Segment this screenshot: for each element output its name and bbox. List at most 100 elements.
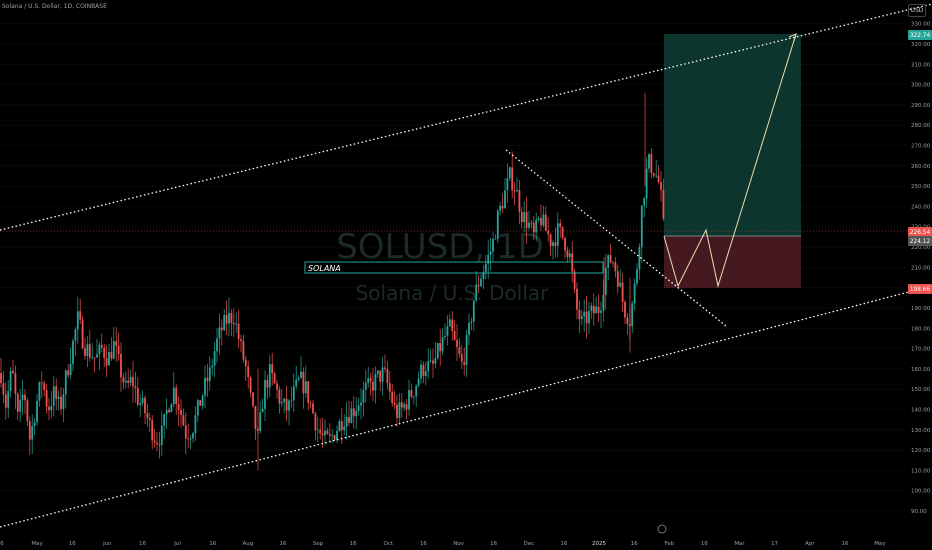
candle-body [50,405,53,411]
candle-body [122,377,125,383]
price-tick-label: 220.00 [911,245,931,251]
time-tick-label: 16 [560,541,567,547]
candle-body [566,250,569,258]
price-tick-label: 160.00 [911,367,931,373]
price-tick-label: 190.00 [911,306,931,312]
price-label-badge [908,227,932,237]
candle-body [64,370,67,395]
candle-body [86,344,89,356]
candle-body [180,409,182,416]
candle-body [532,222,535,233]
price-tick-label: 100.00 [911,489,931,495]
symbol-header: Solana / U.S. Dollar, 1D, COINBASE [2,3,107,10]
candle-body [516,190,518,192]
candle-body [559,223,562,227]
candle-body [259,412,262,431]
trend-line[interactable] [505,149,727,327]
time-tick-label: May [874,541,886,547]
time-tick-label: Jul [173,541,181,547]
candle-body [52,386,55,406]
candle-body [240,339,242,341]
candle-body [148,418,151,420]
candle-body [139,403,142,405]
time-axis-marker-icon[interactable] [657,524,667,534]
candle-body [595,306,598,314]
candle-body [369,378,372,382]
candle-body [626,317,629,325]
candle-body [499,205,502,211]
candle-body [580,316,583,320]
candle-body [518,190,521,212]
candle-body [655,175,658,177]
candle-body [36,400,38,423]
time-tick-label: Feb [664,541,674,547]
candle-body [271,364,274,374]
candle-body [218,327,221,339]
candle-body [84,348,86,356]
candle-body [429,360,432,362]
price-tick-label: 240.00 [911,204,931,210]
candle-body [458,347,461,355]
candle-body [444,336,446,338]
candle-body [470,321,473,323]
candle-body [436,343,439,359]
candle-body [576,288,578,310]
candle-body [69,363,72,376]
label-box[interactable] [304,261,604,274]
candle-body [108,352,110,366]
candle-body [57,396,60,399]
time-tick-label: 16 [701,541,708,547]
candle-body [314,413,317,431]
candle-body [319,429,322,434]
candle-body [225,314,228,324]
price-tick-label: 210.00 [911,265,931,271]
candle-body [602,294,605,311]
candle-body [290,400,293,402]
candle-body [184,425,187,439]
candle-body [31,426,34,440]
candle-body [43,383,46,390]
candle-body [304,381,307,394]
candle-body [120,353,122,378]
candle-body [158,444,161,446]
candle-body [156,442,158,445]
candle-body [564,237,566,251]
candle-body [273,373,276,384]
candle-body [124,380,127,383]
candle-body [561,226,564,238]
candle-body [612,262,614,264]
candle-body [170,404,173,413]
candle-body [398,402,401,418]
candle-body [110,352,113,359]
candle-body [213,351,216,366]
time-tick-label: 2025 [592,541,606,547]
candle-body [420,364,422,379]
currency-badge[interactable]: USD [908,4,926,17]
candle-body [417,378,420,386]
candle-body [295,379,298,387]
candle-body [16,393,19,412]
candle-body [192,433,194,439]
candle-body [348,416,350,423]
candle-body [393,403,396,405]
candle-body [168,409,170,413]
candle-body [163,414,166,426]
candle-body [208,367,211,382]
projection-path[interactable] [663,33,797,288]
candle-body [276,383,278,390]
candle-body [487,254,490,264]
candle-body [616,271,619,287]
time-tick-label: 16 [350,541,357,547]
candle-body [21,394,24,400]
candle-body [357,405,360,411]
candle-body [364,383,367,390]
candle-body [604,267,607,295]
candle-body [592,305,595,314]
candle-body [525,212,528,228]
price-label-text: 226.54 [910,230,931,236]
channel-lower-line[interactable] [0,285,932,528]
candle-body [93,357,96,359]
candle-body [468,322,470,335]
candle-body [477,284,480,287]
